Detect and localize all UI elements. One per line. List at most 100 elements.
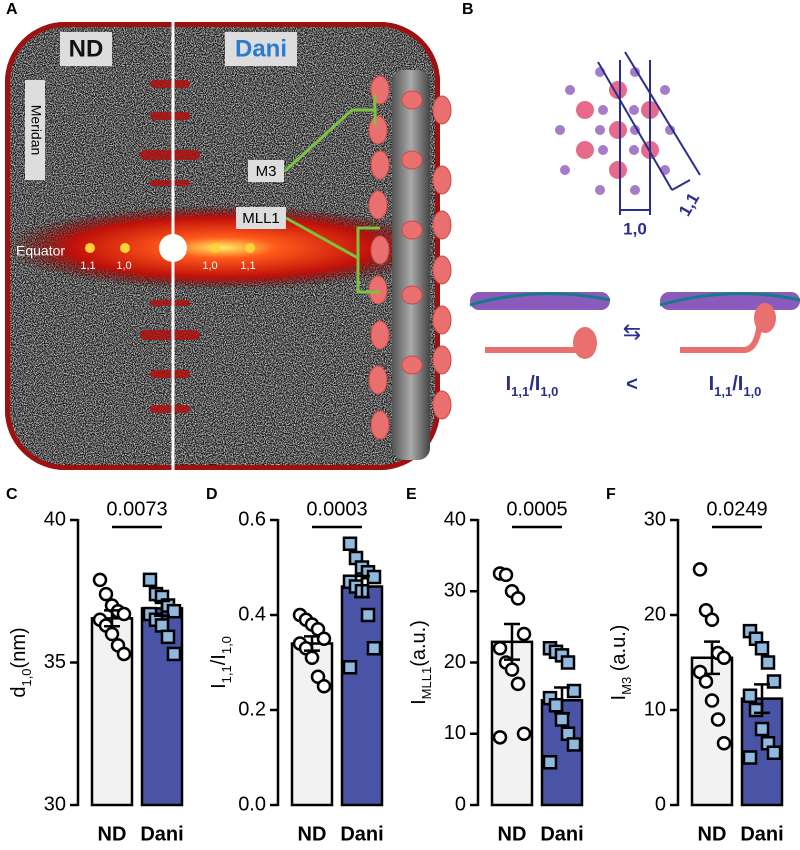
data-point bbox=[716, 650, 732, 665]
diffraction-image bbox=[5, 22, 440, 470]
label-part: I bbox=[408, 699, 430, 705]
label-part: /I bbox=[529, 373, 540, 395]
y-tick-label: 40 bbox=[444, 508, 466, 530]
bar bbox=[290, 642, 334, 807]
reflection-label: 1,1 bbox=[80, 260, 95, 272]
reflection-label: 1,1 bbox=[240, 260, 255, 272]
bar bbox=[340, 585, 384, 807]
x-tick-label: ND bbox=[98, 823, 127, 845]
data-point bbox=[704, 612, 720, 627]
data-point bbox=[366, 641, 382, 656]
x-tick-label: ND bbox=[298, 823, 327, 845]
label-part: d bbox=[8, 687, 30, 698]
data-point bbox=[742, 750, 758, 765]
y-tick-label: 30 bbox=[644, 508, 666, 530]
label-part: 1,0 bbox=[219, 636, 234, 654]
data-point bbox=[760, 655, 776, 670]
lattice-label: 1,0 bbox=[623, 219, 647, 238]
label-part: 1,1 bbox=[219, 665, 234, 683]
p-value: 0.0073 bbox=[106, 498, 167, 520]
data-point bbox=[498, 567, 514, 583]
panel-letter: F bbox=[606, 486, 616, 503]
panel-letter: E bbox=[406, 486, 417, 503]
label-part: I bbox=[208, 683, 230, 689]
data-point bbox=[166, 603, 182, 619]
y-tick-label: 30 bbox=[44, 793, 66, 815]
y-axis-label: IM3 (a.u.) bbox=[608, 625, 634, 701]
error-bar bbox=[504, 622, 520, 661]
data-point bbox=[304, 650, 320, 665]
data-point bbox=[766, 674, 782, 689]
lattice-label: 1,1 bbox=[675, 190, 703, 220]
data-point bbox=[160, 629, 176, 645]
data-point bbox=[166, 646, 182, 662]
y-axis-label: d1,0(nm) bbox=[8, 627, 34, 697]
error-bar bbox=[754, 683, 770, 715]
y-tick-label: 20 bbox=[444, 651, 466, 673]
x-tick-label: ND bbox=[698, 823, 727, 845]
reflection-label: 1,0 bbox=[116, 260, 131, 272]
data-point bbox=[116, 606, 132, 622]
data-point bbox=[566, 683, 582, 699]
data-point bbox=[748, 702, 764, 718]
equator-label: Equator bbox=[16, 243, 65, 259]
p-value: 0.0003 bbox=[306, 498, 367, 520]
data-point bbox=[510, 676, 526, 692]
error-bar bbox=[104, 609, 120, 628]
y-tick-label: 0 bbox=[455, 793, 466, 815]
x-tick-label: ND bbox=[498, 823, 527, 845]
data-point bbox=[316, 631, 332, 646]
y-tick-label: 0.4 bbox=[238, 603, 266, 625]
label-part: 1,0 bbox=[19, 668, 34, 686]
y-axis-label: I1,1/I1,0 bbox=[208, 636, 234, 689]
y-tick-label: 40 bbox=[44, 508, 66, 530]
x-tick-label: Dani bbox=[140, 823, 183, 845]
data-point bbox=[492, 641, 508, 656]
error-bar bbox=[304, 635, 320, 652]
error-bar bbox=[154, 599, 170, 618]
data-point bbox=[98, 586, 114, 602]
y-tick-label: 20 bbox=[644, 603, 666, 625]
data-point bbox=[704, 693, 720, 708]
y-tick-label: 0.0 bbox=[238, 793, 266, 815]
p-value: 0.0249 bbox=[706, 498, 767, 520]
data-point bbox=[754, 721, 770, 737]
label-part: /I bbox=[208, 654, 230, 665]
dani-label: Dani bbox=[235, 35, 287, 62]
error-bar bbox=[554, 686, 570, 715]
panel-letter: A bbox=[6, 1, 18, 18]
x-tick-label: Dani bbox=[340, 823, 383, 845]
data-point bbox=[116, 646, 132, 662]
data-point bbox=[492, 730, 508, 745]
label-part: I bbox=[506, 373, 512, 395]
y-tick-label: 0.6 bbox=[238, 508, 266, 530]
y-axis-label: IMLL1(a.u.) bbox=[408, 620, 434, 705]
data-point bbox=[542, 755, 558, 770]
label-part: /I bbox=[732, 373, 743, 395]
data-point bbox=[754, 641, 770, 656]
meridian-label: Meridan bbox=[28, 105, 44, 156]
data-point bbox=[566, 737, 582, 752]
x-tick-label: Dani bbox=[740, 823, 783, 845]
lattice bbox=[555, 51, 701, 215]
data-point bbox=[516, 626, 532, 642]
label-part: (a.u.) bbox=[608, 625, 630, 677]
data-point bbox=[316, 679, 332, 694]
data-point bbox=[698, 674, 714, 689]
y-tick-label: 30 bbox=[444, 580, 466, 602]
label-part: I bbox=[709, 373, 715, 395]
label-part: 1,0 bbox=[540, 384, 558, 399]
myosin-states: ⇆ bbox=[469, 292, 800, 359]
error-bar bbox=[354, 574, 370, 599]
data-point bbox=[504, 662, 520, 677]
y-tick-label: 10 bbox=[444, 722, 466, 744]
ratio-label: I1,1/I1,0 bbox=[709, 373, 762, 399]
data-point bbox=[516, 726, 532, 741]
label-part: M3 bbox=[619, 677, 634, 695]
error-bar bbox=[704, 640, 720, 676]
data-point bbox=[548, 698, 564, 713]
data-point bbox=[92, 572, 108, 588]
data-point bbox=[142, 572, 158, 588]
data-point bbox=[710, 712, 726, 727]
label-part: MLL1 bbox=[419, 667, 434, 700]
